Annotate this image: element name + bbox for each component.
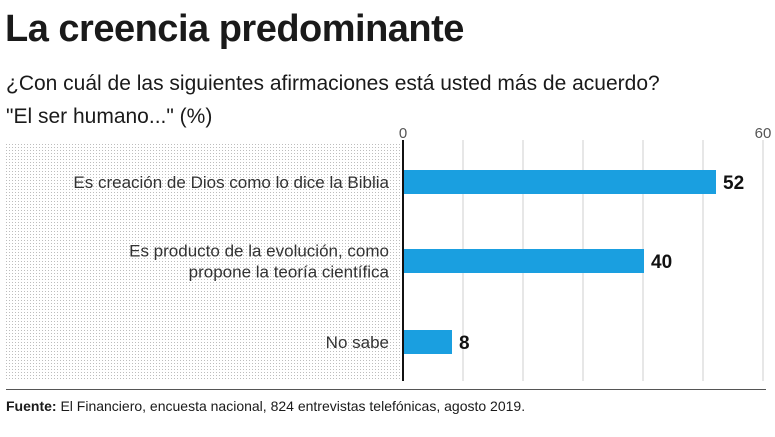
data-label: 52 — [723, 173, 744, 194]
category-label: Es creación de Dios como lo dice la Bibl… — [73, 173, 389, 192]
x-tick-label: 60 — [755, 125, 772, 142]
source-text: El Financiero, encuesta nacional, 824 en… — [56, 398, 526, 414]
chart-subtitle-question: ¿Con cuál de las siguientes afirmaciones… — [6, 72, 660, 95]
footer-divider — [6, 389, 766, 390]
source-label: Fuente: — [6, 398, 57, 414]
x-tick-label: 0 — [399, 125, 407, 142]
chart-title: La creencia predominante — [5, 8, 464, 50]
bar — [404, 170, 716, 194]
bar — [404, 330, 452, 354]
bar — [404, 249, 644, 273]
category-label: Es producto de la evolución, como — [129, 242, 389, 261]
source-note: Fuente: El Financiero, encuesta nacional… — [6, 398, 525, 414]
category-label: No sabe — [326, 333, 389, 352]
data-label: 8 — [459, 333, 470, 354]
chart-subtitle-units: "El ser humano..." (%) — [6, 105, 213, 128]
data-label: 40 — [651, 252, 672, 273]
category-label: propone la teoría científica — [189, 263, 390, 282]
label-area-dotted-background — [6, 144, 402, 381]
